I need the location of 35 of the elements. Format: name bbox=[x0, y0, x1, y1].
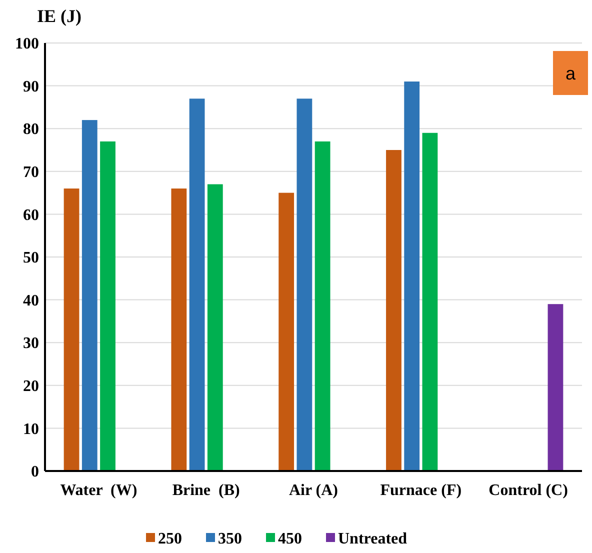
y-tick-label: 20 bbox=[23, 378, 39, 395]
y-tick-label: 50 bbox=[23, 250, 39, 267]
bar bbox=[404, 82, 420, 471]
y-tick-label: 70 bbox=[23, 164, 39, 181]
y-tick-label: 100 bbox=[15, 36, 39, 53]
y-tick-label: 80 bbox=[23, 121, 39, 138]
bar bbox=[386, 150, 402, 471]
bar bbox=[314, 141, 330, 471]
legend-label: 350 bbox=[218, 530, 242, 548]
y-tick-label: 40 bbox=[23, 292, 39, 310]
bar bbox=[278, 192, 294, 471]
x-tick-label: Brine (B) bbox=[172, 482, 240, 499]
x-tick-label: Water (W) bbox=[60, 482, 138, 499]
x-tick-label: Furnace (F) bbox=[380, 482, 462, 499]
bar bbox=[422, 132, 438, 471]
y-tick-label: 60 bbox=[23, 206, 39, 224]
bar bbox=[64, 188, 80, 471]
y-tick-label: 10 bbox=[23, 420, 39, 438]
y-tick-label: 30 bbox=[23, 335, 39, 352]
x-tick-label: Control (C) bbox=[488, 482, 568, 499]
bar bbox=[189, 98, 205, 471]
bar bbox=[82, 120, 98, 471]
x-tick-label: Air (A) bbox=[288, 482, 338, 499]
bar bbox=[548, 304, 564, 471]
y-axis-title: IE (J) bbox=[37, 6, 82, 26]
bar bbox=[100, 141, 116, 471]
bar bbox=[207, 184, 223, 471]
bar bbox=[296, 98, 312, 471]
y-tick-label: 90 bbox=[23, 78, 39, 96]
bar bbox=[171, 188, 187, 471]
annotation: a bbox=[565, 63, 576, 84]
legend-label: 250 bbox=[158, 530, 182, 548]
legend-label: Untreated bbox=[338, 530, 408, 548]
legend-label: 450 bbox=[278, 530, 302, 548]
y-tick-label: 0 bbox=[31, 464, 39, 481]
